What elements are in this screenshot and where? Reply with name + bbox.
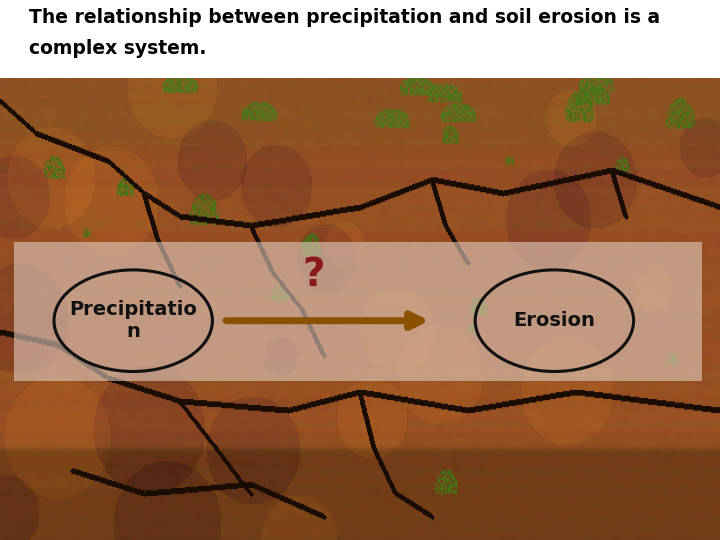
Text: Erosion: Erosion [513,311,595,330]
Text: complex system.: complex system. [29,39,206,58]
FancyBboxPatch shape [14,242,702,381]
Bar [0,0,720,78]
Text: ?: ? [302,255,325,294]
Text: The relationship between precipitation and soil erosion is a: The relationship between precipitation a… [29,8,660,27]
Text: Precipitatio
n: Precipitatio n [69,300,197,341]
